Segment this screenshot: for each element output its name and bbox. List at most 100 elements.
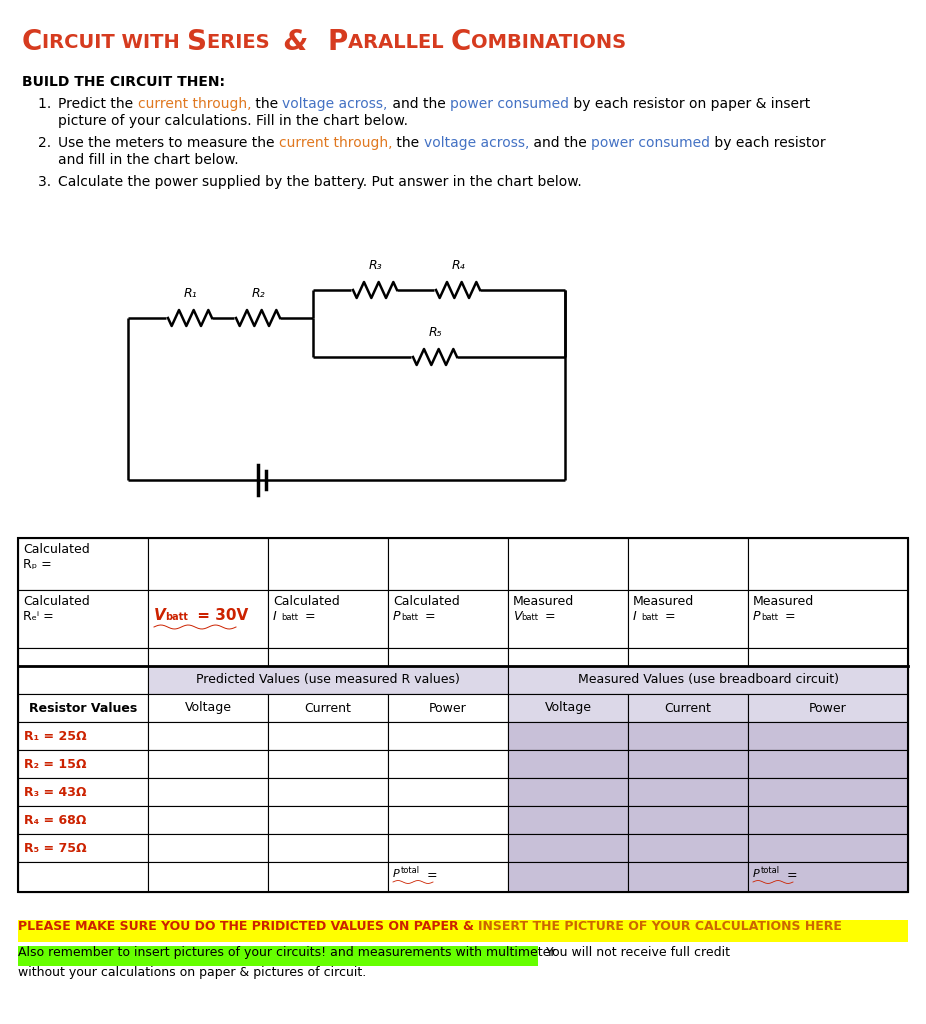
Text: Measured Values (use breadboard circuit): Measured Values (use breadboard circuit)	[578, 674, 839, 686]
Text: current through,: current through,	[279, 136, 393, 150]
Bar	[148, 590, 268, 648]
Text: I: I	[273, 610, 277, 623]
Text: I: I	[633, 610, 637, 623]
Text: INSERT THE PICTURE OF YOUR CALCULATIONS HERE: INSERT THE PICTURE OF YOUR CALCULATIONS …	[478, 920, 842, 933]
Text: =: =	[421, 610, 435, 623]
Bar	[268, 750, 388, 778]
Text: R₂: R₂	[251, 287, 265, 300]
Bar	[148, 862, 268, 892]
Text: V: V	[154, 608, 166, 623]
Bar	[628, 834, 748, 862]
Text: V: V	[513, 610, 521, 623]
Text: P: P	[753, 869, 759, 879]
Text: =: =	[423, 869, 438, 882]
Bar	[628, 590, 748, 648]
Text: batt: batt	[521, 613, 538, 622]
Bar	[18, 778, 148, 806]
Bar	[268, 648, 388, 666]
Text: R₁ = 25Ω: R₁ = 25Ω	[24, 729, 87, 742]
Text: Current: Current	[665, 701, 711, 715]
Bar	[18, 750, 148, 778]
Text: S: S	[187, 28, 206, 56]
Text: P: P	[328, 28, 348, 56]
Bar	[18, 666, 148, 694]
Text: the: the	[393, 136, 424, 150]
Text: = 30V: = 30V	[192, 608, 248, 623]
Text: P: P	[393, 869, 400, 879]
Bar	[18, 648, 148, 666]
Text: You will not receive full credit: You will not receive full credit	[542, 946, 730, 959]
Bar	[508, 694, 628, 722]
Bar	[148, 648, 268, 666]
Text: ARALLEL: ARALLEL	[348, 33, 450, 51]
Text: Calculated: Calculated	[273, 595, 340, 608]
Bar	[388, 648, 508, 666]
Bar	[628, 862, 748, 892]
Bar	[508, 806, 628, 834]
Text: =: =	[783, 869, 797, 882]
Text: Use the meters to measure the: Use the meters to measure the	[58, 136, 279, 150]
Bar	[508, 862, 628, 892]
Text: Also remember to insert pictures of your circuits! and measurements with multime: Also remember to insert pictures of your…	[18, 946, 558, 959]
Bar	[148, 834, 268, 862]
Bar	[268, 778, 388, 806]
Text: PLEASE MAKE SURE YOU DO THE PRIDICTED VALUES ON PAPER &: PLEASE MAKE SURE YOU DO THE PRIDICTED VA…	[18, 920, 478, 933]
Bar	[748, 694, 908, 722]
Bar	[628, 694, 748, 722]
Text: without your calculations on paper & pictures of circuit.: without your calculations on paper & pic…	[18, 966, 367, 979]
Bar	[18, 946, 538, 966]
Bar	[508, 666, 908, 694]
Text: Calculated: Calculated	[393, 595, 459, 608]
Text: R₄: R₄	[451, 259, 465, 272]
Bar	[148, 806, 268, 834]
Text: voltage across,: voltage across,	[424, 136, 530, 150]
Bar	[148, 778, 268, 806]
Text: 2.: 2.	[38, 136, 60, 150]
Bar	[18, 538, 148, 590]
Text: Measured: Measured	[513, 595, 574, 608]
Bar	[18, 920, 908, 942]
Text: Calculate the power supplied by the battery. Put answer in the chart below.: Calculate the power supplied by the batt…	[58, 175, 582, 189]
Text: Resistor Values: Resistor Values	[29, 701, 137, 715]
Text: and the: and the	[530, 136, 592, 150]
Bar	[268, 590, 388, 648]
Text: IRCUIT WITH: IRCUIT WITH	[43, 33, 187, 51]
Text: by each resistor on paper & insert: by each resistor on paper & insert	[569, 97, 810, 111]
Text: R₂ = 15Ω: R₂ = 15Ω	[24, 758, 86, 770]
Text: Calculated
Rₑⁱ =: Calculated Rₑⁱ =	[23, 595, 90, 623]
Bar	[508, 648, 628, 666]
Bar	[148, 666, 508, 694]
Bar	[748, 778, 908, 806]
Bar	[628, 778, 748, 806]
Bar	[748, 538, 908, 590]
Bar	[388, 694, 508, 722]
Bar	[148, 750, 268, 778]
Bar	[388, 722, 508, 750]
Bar	[18, 834, 148, 862]
Text: R₃ = 43Ω: R₃ = 43Ω	[24, 785, 86, 799]
Text: C: C	[22, 28, 43, 56]
Bar	[748, 648, 908, 666]
Bar	[508, 590, 628, 648]
Text: batt: batt	[281, 613, 298, 622]
Text: OMBINATIONS: OMBINATIONS	[470, 33, 626, 51]
Bar	[748, 590, 908, 648]
Bar	[628, 806, 748, 834]
Text: batt: batt	[761, 613, 778, 622]
Bar	[748, 862, 908, 892]
Text: voltage across,: voltage across,	[282, 97, 388, 111]
Bar	[18, 538, 908, 892]
Bar	[268, 694, 388, 722]
Text: Measured: Measured	[633, 595, 694, 608]
Text: R₁: R₁	[183, 287, 197, 300]
Bar	[508, 750, 628, 778]
Bar	[388, 834, 508, 862]
Bar	[268, 806, 388, 834]
Text: R₅ = 75Ω: R₅ = 75Ω	[24, 842, 87, 854]
Bar	[628, 750, 748, 778]
Text: C: C	[450, 28, 470, 56]
Bar	[388, 750, 508, 778]
Text: P: P	[753, 610, 760, 623]
Bar	[18, 806, 148, 834]
Bar	[268, 538, 388, 590]
